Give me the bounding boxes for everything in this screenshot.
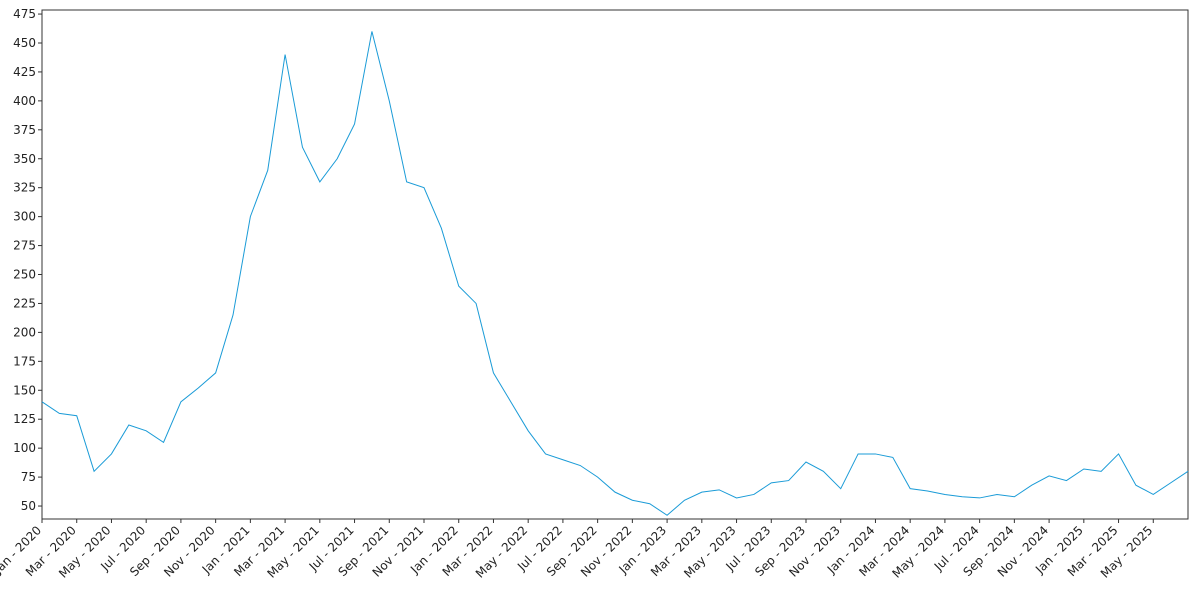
price-line bbox=[41, 31, 1189, 516]
y-tick-label: 50 bbox=[21, 499, 36, 513]
plot-frame bbox=[41, 9, 1189, 520]
y-tick-label: 300 bbox=[13, 210, 36, 224]
y-tick-label: 450 bbox=[13, 36, 36, 50]
y-tick-label: 150 bbox=[13, 383, 36, 397]
y-tick-label: 475 bbox=[13, 7, 36, 21]
y-tick-label: 400 bbox=[13, 94, 36, 108]
y-tick-label: 200 bbox=[13, 325, 36, 339]
y-tick-label: 100 bbox=[13, 441, 36, 455]
y-tick-label: 375 bbox=[13, 123, 36, 137]
y-tick-label: 125 bbox=[13, 412, 36, 426]
y-tick-label: 250 bbox=[13, 268, 36, 282]
y-tick-label: 175 bbox=[13, 354, 36, 368]
y-tick-label: 275 bbox=[13, 239, 36, 253]
y-tick-label: 350 bbox=[13, 152, 36, 166]
y-tick-label: 75 bbox=[21, 470, 36, 484]
y-tick-label: 225 bbox=[13, 296, 36, 310]
y-tick-label: 325 bbox=[13, 181, 36, 195]
y-tick-label: 425 bbox=[13, 65, 36, 79]
